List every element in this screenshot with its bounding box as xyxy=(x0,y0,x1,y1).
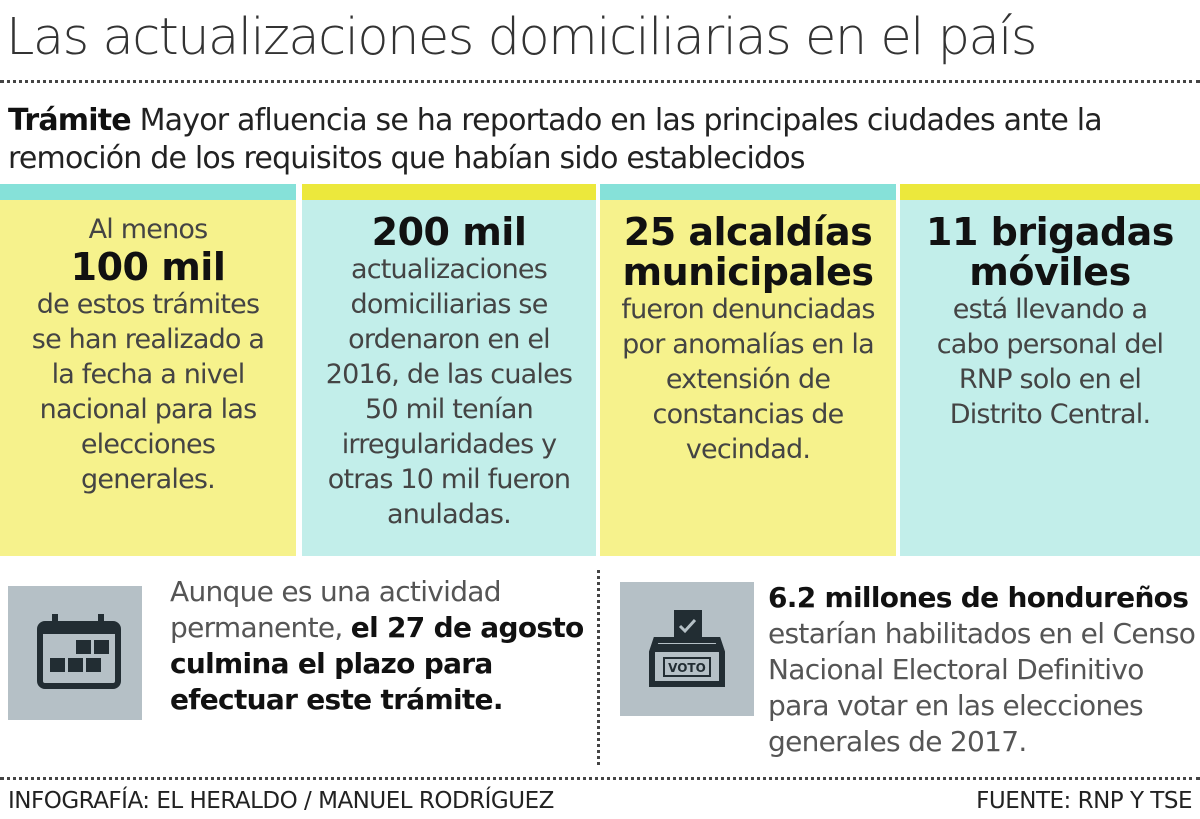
source: FUENTE: RNP Y TSE xyxy=(976,788,1192,814)
stat-card-3: 25 alcaldías municipales fueron denuncia… xyxy=(600,184,896,556)
divider-vertical xyxy=(597,570,600,765)
subtitle-text: Mayor afluencia se ha reportado en las p… xyxy=(8,103,1103,176)
subtitle-lead: Trámite xyxy=(8,103,132,138)
stat-value: 200 mil xyxy=(371,210,527,254)
stat-text: fueron denunciadas por anomalías en la e… xyxy=(621,294,875,465)
note-bold: 6.2 millones de hondureños xyxy=(768,581,1189,614)
credit: INFOGRAFÍA: EL HERALDO / MANUEL RODRÍGUE… xyxy=(8,788,554,814)
page-title: Las actualizaciones domiciliarias en el … xyxy=(6,8,1038,67)
stat-pre: Al menos xyxy=(88,214,209,245)
voters-note: 6.2 millones de hondureños estarían habi… xyxy=(768,580,1198,760)
ballot-box-icon: VOTO xyxy=(620,582,754,716)
stat-value: 100 mil xyxy=(70,245,226,289)
stat-value: 25 alcaldías municipales xyxy=(622,210,874,294)
stat-value: 11 brigadas móviles xyxy=(926,210,1174,294)
subtitle: Trámite Mayor afluencia se ha reportado … xyxy=(8,102,1198,178)
stat-card-1: Al menos 100 mil de estos trámites se ha… xyxy=(0,184,296,556)
card-bar xyxy=(900,184,1200,200)
note-bold: el 27 de agosto culmina el plazo para ef… xyxy=(170,611,584,716)
stat-card-4: 11 brigadas móviles está llevando a cabo… xyxy=(900,184,1200,556)
stat-text: está llevando a cabo personal del RNP so… xyxy=(936,294,1164,430)
stat-text: actualizaciones domiciliarias se ordenar… xyxy=(325,254,573,530)
note-text: estarían habilitados en el Censo Naciona… xyxy=(768,617,1196,758)
card-bar xyxy=(302,184,596,200)
stat-text: de estos trámites se han realizado a la … xyxy=(31,289,265,495)
divider xyxy=(0,80,1200,83)
footer-divider xyxy=(0,777,1200,780)
card-bar xyxy=(600,184,896,200)
card-bar xyxy=(0,184,296,200)
ballot-label: VOTO xyxy=(668,661,706,675)
note-text: Aunque es una actividad permanente, xyxy=(170,575,502,644)
deadline-note: Aunque es una actividad permanente, el 2… xyxy=(170,574,590,718)
calendar-icon xyxy=(8,586,142,720)
stat-card-2: 200 mil actualizaciones domiciliarias se… xyxy=(302,184,596,556)
